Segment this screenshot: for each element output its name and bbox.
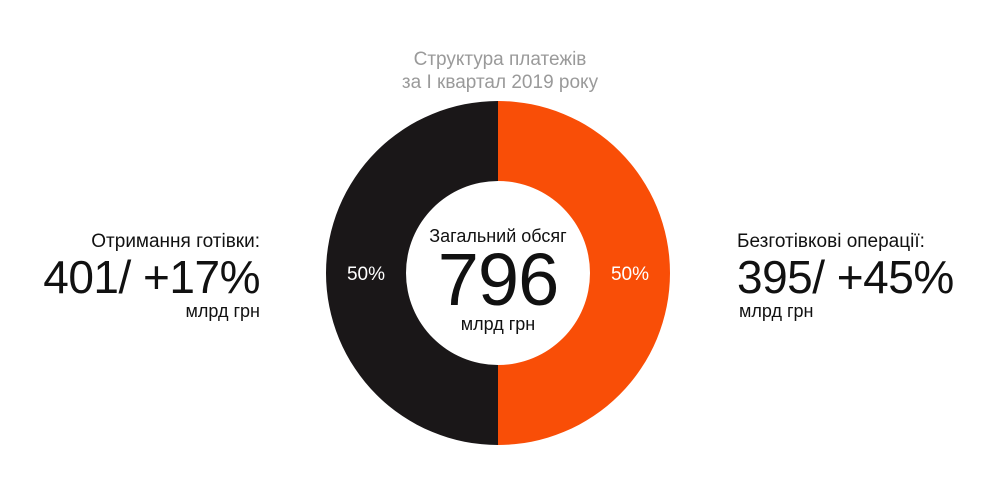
chart-title: Структура платежів за I квартал 2019 рок… bbox=[300, 48, 700, 94]
center-caption: Загальний обсяг bbox=[429, 226, 567, 246]
cash-unit: млрд грн bbox=[185, 301, 261, 321]
center-total: 796 bbox=[437, 238, 559, 321]
cashless-caption: Безготівкові операції: bbox=[737, 231, 925, 252]
donut-center: Загальний обсяг 796 млрд грн bbox=[398, 226, 598, 334]
cashless-value: 395/ +45% bbox=[737, 251, 954, 303]
legend-cashless: Безготівкові операції: 395/ +45% млрд гр… bbox=[737, 231, 954, 321]
slice-label-cash: 50% bbox=[347, 264, 385, 285]
legend-cash: Отримання готівки: 401/ +17% млрд грн bbox=[43, 231, 260, 321]
cash-caption: Отримання готівки: bbox=[91, 231, 260, 252]
chart-title-line-2: за I квартал 2019 року bbox=[401, 72, 599, 93]
slice-cashless bbox=[498, 101, 670, 445]
cashless-unit: млрд грн bbox=[739, 301, 814, 321]
chart-title-line-1: Структура платежів bbox=[413, 49, 587, 70]
cash-value: 401/ +17% bbox=[43, 251, 260, 303]
slice-label-cashless: 50% bbox=[611, 264, 649, 285]
center-unit: млрд грн bbox=[460, 314, 536, 334]
slice-cash bbox=[326, 101, 498, 445]
